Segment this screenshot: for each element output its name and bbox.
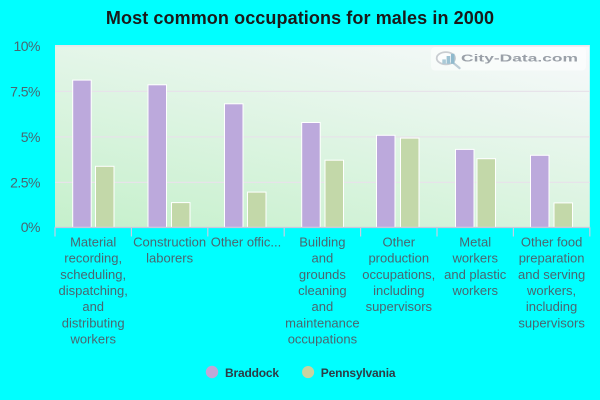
svg-text:City-Data.com: City-Data.com [461,53,578,65]
svg-text:recording,: recording, [64,251,122,266]
svg-text:and: and [312,299,334,314]
svg-text:scheduling,: scheduling, [60,267,126,282]
svg-text:laborers: laborers [146,251,193,266]
svg-text:Metal: Metal [459,234,491,249]
svg-text:including: including [373,283,424,298]
svg-text:7.5%: 7.5% [10,83,40,99]
svg-text:0%: 0% [21,219,40,235]
svg-text:Material: Material [70,234,116,249]
svg-text:Other food: Other food [521,234,582,249]
svg-text:Braddock: Braddock [225,366,279,380]
svg-text:5%: 5% [21,129,40,145]
svg-text:2.5%: 2.5% [10,174,40,190]
svg-text:workers: workers [451,251,498,266]
svg-text:Building: Building [299,234,345,249]
svg-text:and: and [312,251,334,266]
svg-text:and plastic: and plastic [444,267,507,282]
svg-text:dispatching,: dispatching, [59,283,128,298]
svg-text:and: and [82,299,104,314]
svg-text:preparation: preparation [519,251,585,266]
svg-text:workers: workers [451,283,498,298]
svg-text:supervisors: supervisors [366,299,433,314]
svg-text:grounds: grounds [299,267,346,282]
svg-text:workers,: workers, [526,283,576,298]
svg-text:including: including [526,299,577,314]
svg-text:occupations,: occupations, [362,267,435,282]
svg-text:Construction: Construction [133,234,206,249]
svg-text:10%: 10% [13,38,40,54]
svg-text:supervisors: supervisors [518,315,585,330]
svg-text:Other: Other [383,234,416,249]
svg-text:workers: workers [69,332,116,347]
svg-text:occupations: occupations [288,332,358,347]
svg-text:production: production [368,251,429,266]
svg-text:and serving: and serving [518,267,585,282]
svg-text:cleaning: cleaning [298,283,346,298]
svg-text:maintenance: maintenance [285,315,359,330]
svg-text:distributing: distributing [62,315,125,330]
svg-text:Pennsylvania: Pennsylvania [321,366,396,380]
svg-text:Most common occupations for ma: Most common occupations for males in 200… [106,8,494,28]
svg-text:Other offic...: Other offic... [211,234,282,249]
